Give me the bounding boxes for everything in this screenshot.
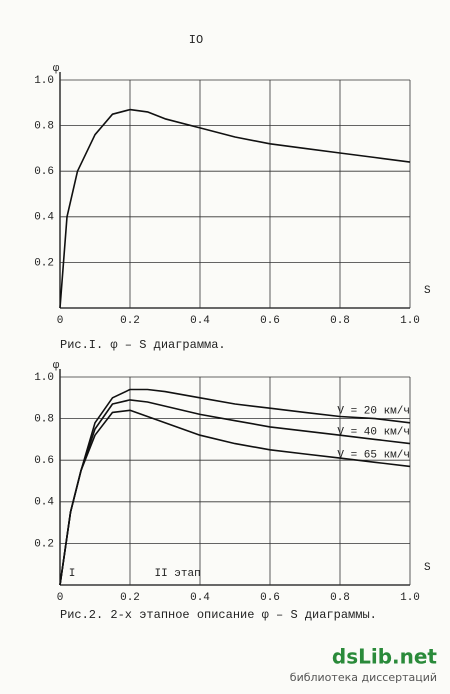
x-tick-label: 0.8 xyxy=(330,315,350,327)
series-label: V = 65 км/ч xyxy=(337,449,410,461)
data-line xyxy=(59,409,411,586)
series-label: V = 40 км/ч xyxy=(337,426,410,438)
watermark-tagline: библиотека диссертаций xyxy=(290,671,437,684)
x-tick-label: 1.0 xyxy=(400,315,420,327)
y-tick-label: 0.8 xyxy=(34,121,54,133)
x-tick-label: 0.6 xyxy=(260,592,280,604)
y-tick-label: 0.2 xyxy=(34,257,54,269)
caption: Рис.I. φ – S диаграмма. xyxy=(60,338,226,352)
x-axis-label: S xyxy=(424,562,431,574)
page-number: IO xyxy=(189,33,203,47)
x-tick-label: 0.4 xyxy=(190,315,210,327)
x-tick-label: 0.6 xyxy=(260,315,280,327)
y-tick-label: 0.2 xyxy=(34,538,54,550)
y-tick-label: 0.6 xyxy=(34,166,54,178)
x-tick-label: 0.2 xyxy=(120,315,140,327)
x-tick-label: 0 xyxy=(57,592,64,604)
x-tick-label: 0.4 xyxy=(190,592,210,604)
y-tick-label: 1.0 xyxy=(34,372,54,384)
annotation: I xyxy=(69,568,76,580)
x-tick-label: 0.2 xyxy=(120,592,140,604)
caption: Рис.2. 2-х этапное описание φ – S диагра… xyxy=(60,608,377,622)
y-tick-label: 0.4 xyxy=(34,497,54,509)
y-axis-label: φ xyxy=(53,360,60,372)
annotation: II этап xyxy=(155,568,201,580)
watermark-brand: dsLib.net xyxy=(332,645,438,669)
y-tick-label: 0.6 xyxy=(34,455,54,467)
y-tick-label: 0.8 xyxy=(34,414,54,426)
x-axis-label: S xyxy=(424,285,431,297)
x-tick-label: 0 xyxy=(57,315,64,327)
series-label: V = 20 км/ч xyxy=(337,406,410,418)
x-tick-label: 0.8 xyxy=(330,592,350,604)
y-axis-label: φ xyxy=(53,63,60,75)
data-line xyxy=(59,108,411,309)
y-tick-label: 0.4 xyxy=(34,212,54,224)
x-tick-label: 1.0 xyxy=(400,592,420,604)
y-tick-label: 1.0 xyxy=(34,75,54,87)
